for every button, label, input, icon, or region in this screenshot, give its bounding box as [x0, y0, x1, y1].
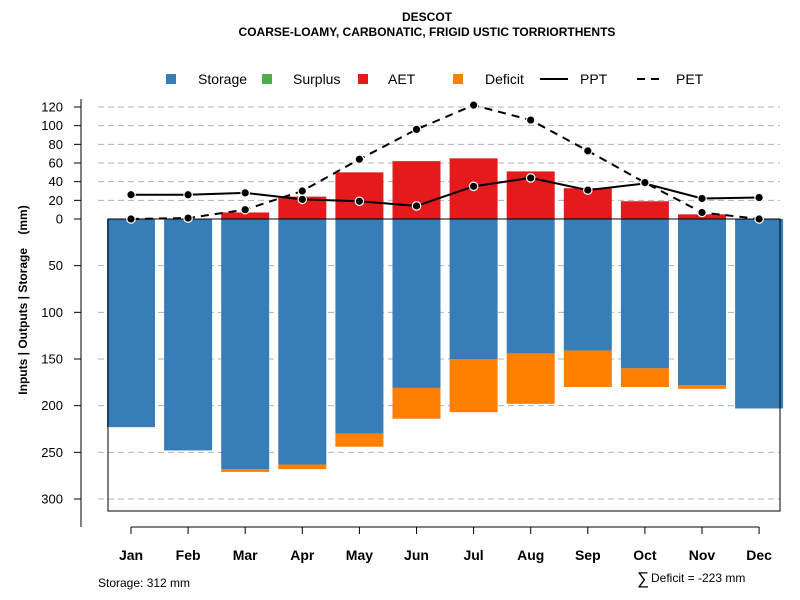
- bars: [107, 158, 784, 472]
- pet-point: [640, 177, 650, 188]
- storage-bar: [335, 219, 384, 434]
- y-tick-label: 100: [41, 305, 63, 320]
- ppt-point: [183, 189, 193, 200]
- y-tick-label: 50: [49, 258, 63, 273]
- ppt-point: [697, 193, 707, 204]
- deficit-bar: [563, 350, 612, 387]
- ppt-point: [754, 192, 764, 203]
- x-tick-label: May: [346, 547, 373, 563]
- deficit-bar: [449, 358, 498, 413]
- y-tick-label: 100: [41, 118, 63, 133]
- storage-bar: [392, 219, 441, 388]
- legend-swatch-deficit: [453, 74, 463, 84]
- ppt-point: [468, 181, 479, 192]
- y-tick-label: 150: [41, 351, 63, 366]
- x-tick-label: Apr: [290, 547, 315, 563]
- pet-point: [240, 204, 250, 215]
- x-tick-label: Oct: [633, 547, 657, 563]
- y-tick-label: 80: [49, 137, 63, 152]
- x-axis: Jan Feb Mar Apr May Jun Jul Aug Sep Oct Nov Dec: [119, 526, 772, 563]
- pet-point: [354, 154, 365, 165]
- ppt-point: [297, 194, 308, 205]
- x-tick-label: Jul: [463, 547, 483, 563]
- storage-bar: [449, 219, 498, 359]
- legend-label-deficit: Deficit: [485, 71, 524, 87]
- pet-point: [468, 100, 479, 110]
- legend-label-ppt: PPT: [580, 71, 608, 87]
- y-tick-label: 20: [49, 193, 63, 208]
- legend-swatch-storage: [166, 74, 176, 84]
- legend-swatch-aet: [358, 74, 368, 84]
- storage-bar: [563, 219, 612, 351]
- x-tick-label: Feb: [176, 547, 201, 563]
- deficit-note: Deficit = -223 mm: [651, 571, 745, 585]
- y-tick-label: 250: [41, 445, 63, 460]
- y-tick-label: 60: [49, 156, 63, 171]
- deficit-bar: [678, 385, 726, 389]
- pet-point: [183, 213, 193, 223]
- y-tick-label: 200: [41, 398, 63, 413]
- deficit-bar: [620, 368, 669, 387]
- x-tick-label: Mar: [233, 547, 258, 563]
- pet-point: [126, 214, 136, 224]
- chart-subtitle: COARSE-LOAMY, CARBONATIC, FRIGID USTIC T…: [239, 25, 616, 39]
- x-tick-label: Nov: [689, 547, 716, 563]
- y-axis-label: Inputs | Outputs | Storage (mm): [16, 205, 30, 394]
- legend-label-pet: PET: [676, 71, 704, 87]
- aet-bar: [620, 201, 669, 219]
- storage-bar: [506, 219, 555, 354]
- pet-point: [697, 207, 707, 218]
- ppt-point: [582, 185, 593, 195]
- deficit-bar: [221, 469, 270, 472]
- aet-bar: [221, 212, 270, 219]
- x-tick-label: Aug: [517, 547, 544, 563]
- storage-note: Storage: 312 mm: [98, 576, 190, 590]
- storage-bar: [221, 219, 270, 470]
- pet-point: [297, 186, 308, 196]
- y-tick-label: 40: [49, 174, 63, 189]
- ppt-point: [126, 189, 136, 200]
- pet-line: [130, 104, 760, 220]
- deficit-bar: [392, 387, 441, 419]
- aet-bar: [278, 196, 327, 219]
- chart-title: DESCOT: [402, 10, 453, 24]
- aet-bar: [335, 172, 384, 219]
- sum-symbol: ∑: [637, 569, 649, 588]
- storage-bar: [107, 219, 155, 428]
- y-axis: 0 20 40 60 80 100 120 50 100 150 200 250 300: [41, 99, 82, 527]
- storage-bar: [278, 219, 327, 465]
- series-lines: [126, 100, 764, 224]
- pet-point: [525, 115, 536, 125]
- storage-bar: [735, 219, 784, 409]
- ppt-point: [525, 173, 536, 183]
- storage-bar: [164, 219, 213, 451]
- legend: Storage Surplus AET Deficit PPT PET: [166, 71, 704, 87]
- legend-label-surplus: Surplus: [293, 71, 340, 87]
- deficit-bar: [278, 464, 327, 470]
- ppt-point: [240, 188, 250, 198]
- x-tick-label: Jan: [119, 547, 143, 563]
- x-tick-label: Sep: [575, 547, 601, 563]
- legend-label-aet: AET: [388, 71, 416, 87]
- ppt-point: [411, 201, 422, 211]
- pet-point: [411, 124, 422, 135]
- storage-bar: [678, 219, 726, 386]
- pet-point: [582, 146, 593, 156]
- legend-swatch-surplus: [262, 74, 272, 84]
- ppt-line: [131, 176, 760, 207]
- x-tick-label: Dec: [746, 547, 772, 563]
- pet-point: [754, 214, 764, 224]
- storage-bar: [620, 219, 669, 369]
- deficit-bar: [335, 433, 384, 447]
- y-tick-label: 0: [56, 212, 63, 227]
- legend-label-storage: Storage: [198, 71, 247, 87]
- y-tick-label: 120: [41, 100, 63, 115]
- ppt-point: [354, 196, 365, 207]
- x-tick-label: Jun: [404, 547, 429, 563]
- y-tick-label: 300: [41, 491, 63, 506]
- deficit-bar: [506, 353, 555, 404]
